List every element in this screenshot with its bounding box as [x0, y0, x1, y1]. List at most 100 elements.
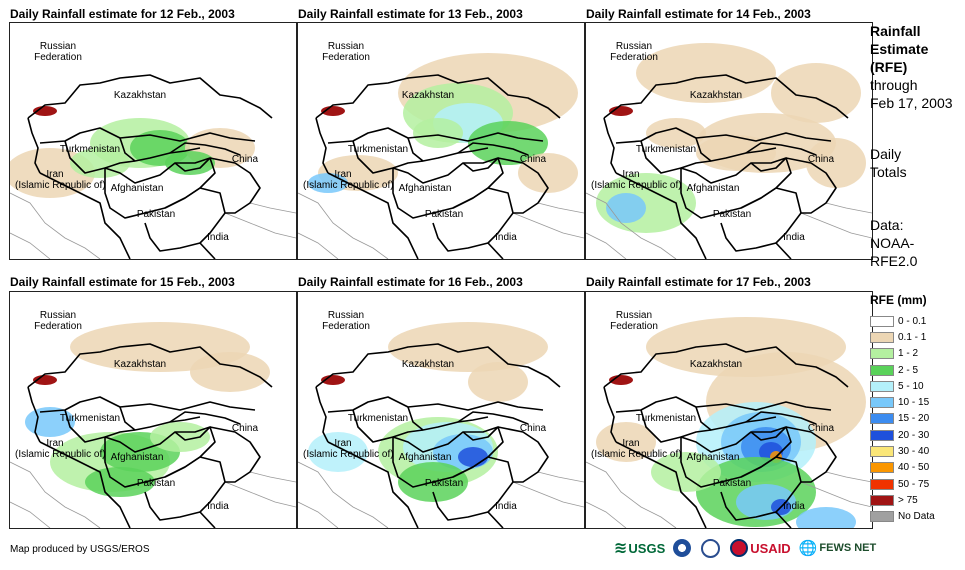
legend-title: RFE (mm) [870, 293, 927, 307]
legend-swatch [870, 348, 894, 360]
country-label: Pakistan [712, 478, 752, 489]
country-border [315, 343, 561, 388]
legend-item: > 75 [870, 492, 935, 508]
legend-swatch [870, 429, 894, 441]
country-border [352, 409, 424, 443]
usgs-mark-icon: ≋ [614, 540, 628, 557]
country-border [209, 426, 261, 483]
country-label: India [783, 232, 805, 243]
legend-swatch [870, 478, 894, 490]
country-border [640, 140, 712, 174]
country-border [315, 386, 329, 443]
country-border [462, 426, 499, 441]
country-border [603, 386, 617, 443]
globe-icon: 🌐 [798, 540, 818, 557]
legend-swatch [870, 315, 894, 327]
country-border [174, 157, 211, 172]
dhs-seal-icon [701, 538, 721, 558]
country-border [174, 426, 211, 441]
country-label: India [495, 232, 517, 243]
rfe-legend: RFE (mm) 0 - 0.1 0.1 - 1 1 - 2 2 - 5 5 - 10 1… [870, 293, 935, 525]
country-border [27, 74, 273, 119]
coastline [537, 202, 584, 214]
country-border [352, 140, 424, 174]
panel-title: Daily Rainfall estimate for 12 Feb., 200… [10, 7, 235, 21]
country-border [169, 411, 241, 425]
country-label: Kazakhstan [113, 359, 167, 370]
country-label: Iran [622, 438, 640, 449]
country-border [603, 74, 849, 119]
rfe-title: Rainfall Estimate (RFE) through Feb 17, … [870, 22, 953, 112]
country-label: Iran [622, 169, 640, 180]
through-date: Feb 17, 2003 [870, 95, 953, 111]
country-border [392, 426, 504, 488]
country-border [64, 140, 136, 174]
legend-label: 40 - 50 [898, 462, 930, 474]
country-label: (Islamic Republic of) [15, 180, 106, 191]
heavy-rainfall-area [609, 106, 633, 116]
country-border [315, 117, 329, 174]
country-border [615, 396, 832, 413]
country-label: Federation [610, 52, 658, 63]
rainfall-map: Russian Federation Kazakhstan Turkmenistan I… [585, 291, 873, 529]
country-border [695, 406, 777, 431]
rfe-title-line3: (RFE) [870, 59, 908, 75]
country-border [497, 426, 549, 483]
country-border [432, 456, 514, 521]
coastline [800, 212, 872, 239]
country-border [745, 142, 817, 156]
country-label: India [783, 501, 805, 512]
country-border [462, 157, 499, 172]
heavy-rainfall-area [321, 106, 345, 116]
map-canvas [10, 322, 296, 528]
coastline [298, 232, 339, 259]
noaa-seal-icon [673, 539, 692, 557]
legend-item: 40 - 50 [870, 460, 935, 476]
country-label: Iran [46, 169, 64, 180]
country-label: (Islamic Republic of) [591, 180, 682, 191]
country-label: Russian [615, 41, 653, 52]
coastline [10, 501, 51, 528]
rainfall-area [518, 153, 578, 193]
legend-swatch [870, 380, 894, 392]
map-canvas [586, 43, 872, 259]
rfe-title-line1: Rainfall [870, 23, 921, 39]
coastline [249, 471, 296, 483]
country-border [603, 343, 849, 388]
heavy-rainfall-area [33, 375, 57, 385]
coastline [298, 461, 389, 528]
totals-line2: Totals [870, 164, 907, 180]
country-border [327, 396, 544, 413]
country-label: China [807, 154, 835, 165]
country-border [640, 409, 712, 443]
legend-swatch [870, 397, 894, 409]
noaa-logo [673, 539, 693, 557]
legend-swatch [870, 364, 894, 376]
legend-item: 30 - 40 [870, 443, 935, 459]
rainfall-area [468, 362, 528, 402]
totals-line1: Daily [870, 146, 902, 162]
coastline [586, 461, 677, 528]
rainfall-area [85, 467, 155, 497]
country-border [695, 137, 777, 162]
country-border [785, 157, 837, 214]
coastline [249, 202, 296, 214]
country-border [119, 406, 201, 431]
country-border [327, 172, 419, 259]
country-label: China [519, 423, 547, 434]
country-label: Afghanistan [398, 183, 452, 194]
country-label: Kazakhstan [113, 90, 167, 101]
country-label: Kazakhstan [689, 359, 743, 370]
country-border [457, 411, 529, 425]
country-label: Iran [46, 438, 64, 449]
country-border [327, 441, 419, 528]
country-border [27, 117, 41, 174]
heavy-rainfall-area [33, 106, 57, 116]
country-border [27, 343, 273, 388]
country-border [487, 511, 504, 528]
map-canvas [10, 74, 296, 259]
coastline [298, 192, 389, 259]
usaid-text: USAID [750, 540, 791, 556]
country-border [615, 172, 707, 259]
rainfall-area [651, 452, 721, 492]
